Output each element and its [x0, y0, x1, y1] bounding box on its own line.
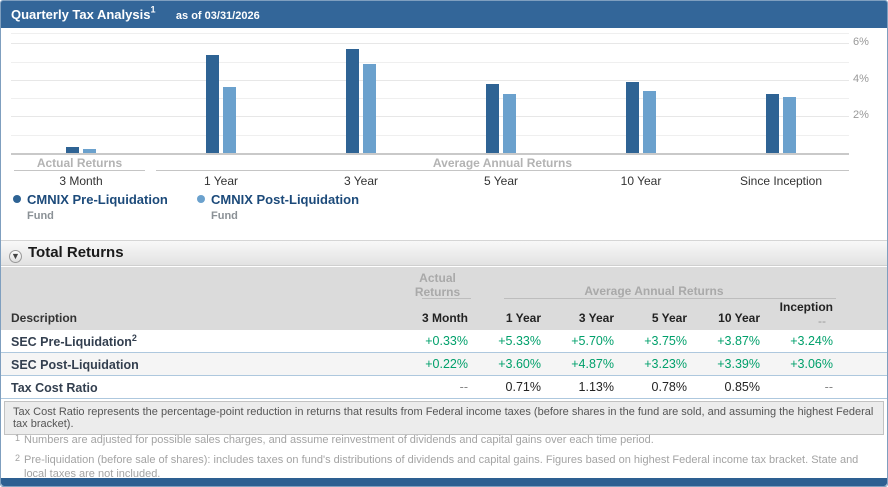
cell-value: +3.23%	[644, 357, 687, 371]
column-header-description: Description	[11, 311, 78, 325]
bar-post-4	[643, 91, 656, 153]
returns-bar-chart: 2% 4% 6% Actual Returns Average Annual Retur…	[1, 29, 887, 189]
gridline	[11, 116, 849, 118]
legend-label: CMNIX Post-Liquidation	[211, 192, 360, 207]
axis-group-line	[156, 170, 849, 171]
cell-value: 0.78%	[651, 380, 687, 394]
legend-sublabel: Fund	[27, 210, 54, 222]
y-axis-tick-label: 2%	[853, 109, 869, 122]
as-of-date: as of 03/31/2026	[175, 10, 260, 22]
bar-post-0	[83, 149, 96, 153]
cell-value: +0.22%	[425, 357, 468, 371]
cell-value: +4.87%	[571, 357, 614, 371]
cell-value: +0.33%	[425, 334, 468, 348]
group-header-underline	[422, 298, 471, 299]
panel-header: Quarterly Tax Analysis1 as of 03/31/2026	[1, 1, 887, 28]
cell-value: +3.60%	[498, 357, 541, 371]
bar-pre-4	[626, 82, 639, 153]
gridline	[11, 61, 849, 63]
column-header-3-year: 3 Year	[578, 311, 614, 325]
cell-value: +3.06%	[790, 357, 833, 371]
column-header-10-year: 10 Year	[718, 311, 760, 325]
row-label-footnote-marker: 2	[131, 332, 137, 343]
group-header-average-annual-returns: Average Annual Returns	[584, 284, 724, 298]
x-axis-category-label: 3 Year	[343, 174, 379, 188]
gridline	[11, 98, 849, 100]
table-header: Actual Returns Average Annual Returns De…	[1, 267, 887, 330]
cell-value: +5.70%	[571, 334, 614, 348]
legend-bullet-pre-liquidation	[13, 195, 21, 203]
legend-sublabel: Fund	[211, 210, 238, 222]
bar-pre-5	[766, 94, 779, 153]
gridline	[11, 43, 849, 45]
x-axis-category-label: 3 Month	[59, 174, 103, 188]
footnote-marker: 1	[15, 433, 21, 443]
row-label: Tax Cost Ratio	[11, 381, 98, 396]
legend-item-pre-liquidation: CMNIX Pre-Liquidation Fund	[13, 191, 168, 222]
bar-pre-3	[486, 84, 499, 153]
footnote-1: 1 Numbers are adjusted for possible sales…	[15, 433, 654, 446]
column-header-5-year: 5 Year	[651, 311, 687, 325]
group-header-actual-returns: Actual Returns	[414, 271, 461, 299]
total-returns-section-header[interactable]: ▼ Total Returns	[1, 240, 887, 266]
group-header-underline	[504, 298, 836, 299]
cell-value: 1.13%	[578, 380, 614, 394]
gridline	[11, 33, 849, 34]
column-header-3-month: 3 Month	[422, 311, 468, 325]
panel-title: Quarterly Tax Analysis	[11, 7, 151, 22]
x-axis-category-label: 10 Year	[620, 174, 662, 188]
cell-value: +5.33%	[498, 334, 541, 348]
legend-item-post-liquidation: CMNIX Post-Liquidation Fund	[197, 191, 359, 222]
footnote-2: 2 Pre-liquidation (before sale of shares)…	[15, 453, 859, 480]
cell-value: +3.75%	[644, 334, 687, 348]
legend-label: CMNIX Pre-Liquidation	[27, 192, 168, 207]
table-row-sec-post-liquidation: SEC Post-Liquidation +0.22% +3.60% +4.87…	[1, 353, 887, 376]
axis-group-label: Average Annual Returns	[432, 156, 573, 170]
bar-post-5	[783, 97, 796, 153]
cell-value: --	[824, 380, 833, 394]
legend-bullet-post-liquidation	[197, 195, 205, 203]
cell-value: --	[459, 380, 468, 394]
cell-value: +3.87%	[717, 334, 760, 348]
bar-pre-1	[206, 55, 219, 153]
panel-title-footnote-marker: 1	[150, 4, 156, 15]
bar-post-2	[363, 64, 376, 153]
bar-pre-0	[66, 147, 79, 153]
axis-group-label: Actual Returns	[36, 156, 123, 170]
table-row-tax-cost-ratio: Tax Cost Ratio -- 0.71% 1.13% 0.78% 0.85…	[1, 376, 887, 399]
y-axis-tick-label: 6%	[853, 36, 869, 49]
section-title: Total Returns	[28, 244, 124, 261]
row-label: SEC Post-Liquidation	[11, 358, 139, 373]
panel-footer-bar	[1, 478, 887, 486]
gridline	[11, 134, 849, 136]
bar-post-3	[503, 94, 516, 153]
table-row-sec-pre-liquidation: SEC Pre-Liquidation2 +0.33% +5.33% +5.70…	[1, 330, 887, 353]
column-header-inception: Inception	[779, 300, 833, 314]
x-axis-category-label: 5 Year	[483, 174, 519, 188]
bar-post-1	[223, 87, 236, 153]
cell-value: +3.24%	[790, 334, 833, 348]
column-header-1-year: 1 Year	[505, 311, 541, 325]
y-axis-tick-label: 4%	[853, 72, 869, 85]
axis-group-line	[14, 170, 145, 171]
table-body: SEC Pre-Liquidation2 +0.33% +5.33% +5.70…	[1, 330, 887, 399]
tax-cost-ratio-note: Tax Cost Ratio represents the percentage…	[4, 401, 884, 435]
column-header-inception-sub: --	[818, 314, 826, 328]
cell-value: +3.39%	[717, 357, 760, 371]
x-axis-baseline	[11, 153, 849, 155]
gridline	[11, 79, 849, 81]
x-axis-category-label: Since Inception	[739, 174, 823, 188]
x-axis-category-label: 1 Year	[203, 174, 239, 188]
row-label: SEC Pre-Liquidation2	[11, 332, 137, 350]
footnote-marker: 2	[15, 453, 21, 463]
cell-value: 0.85%	[724, 380, 760, 394]
cell-value: 0.71%	[505, 380, 541, 394]
collapse-chevron-icon[interactable]: ▼	[9, 250, 22, 263]
bar-pre-2	[346, 49, 359, 153]
